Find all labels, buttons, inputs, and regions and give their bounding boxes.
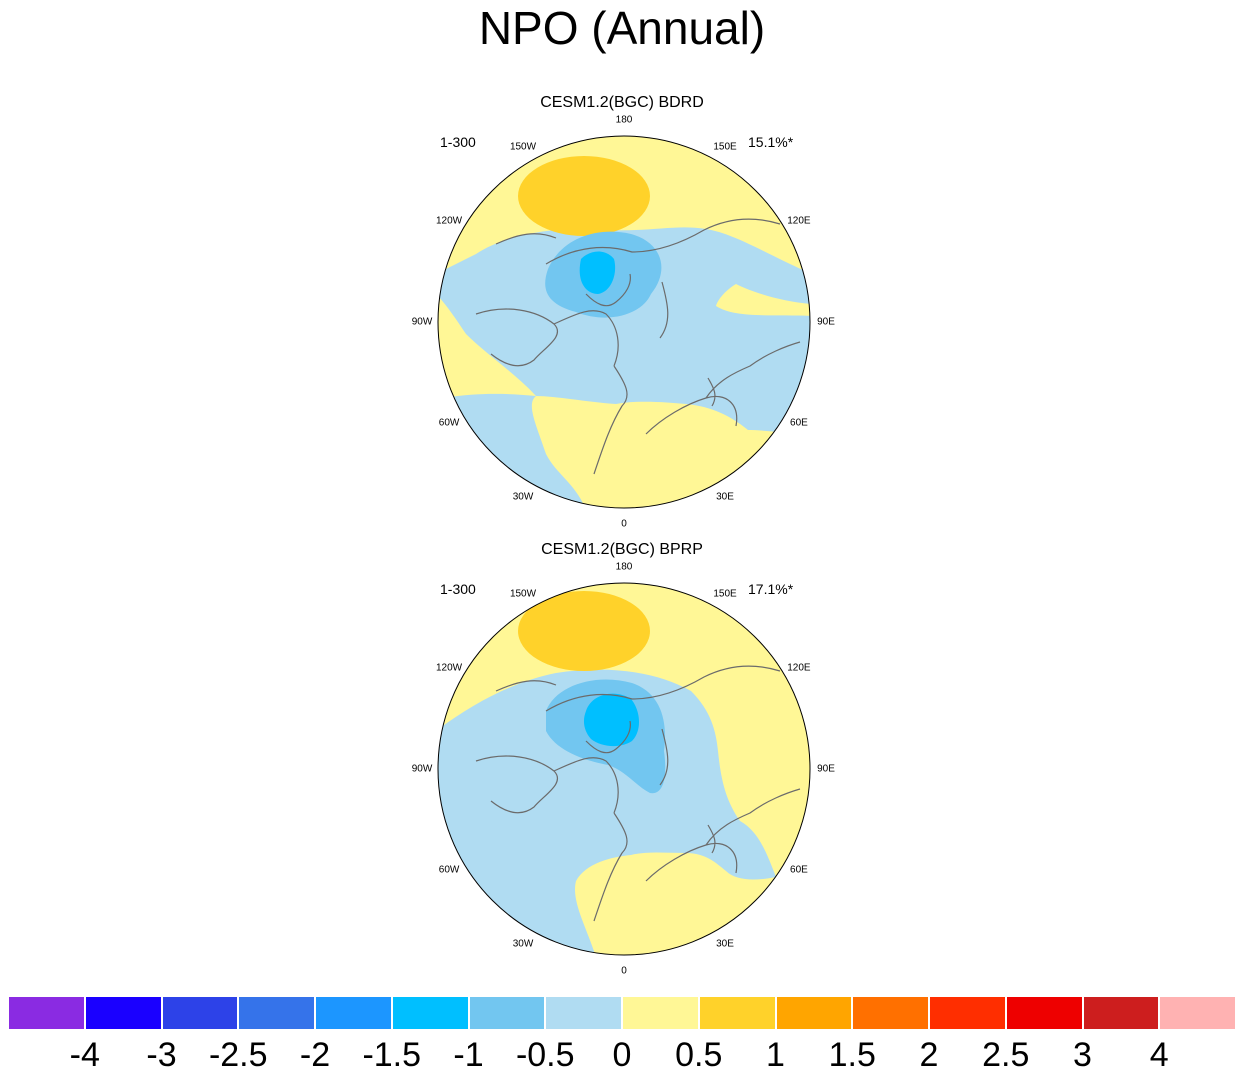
- anomaly-negative-region: [438, 669, 776, 955]
- panel-1-variance-label: 15.1%*: [748, 134, 794, 150]
- colorbar-box: [1005, 996, 1083, 1030]
- colorbar-box: [545, 996, 622, 1030]
- colorbar-label: -4: [69, 1036, 100, 1074]
- colorbar-box: [315, 996, 392, 1030]
- colorbar-box: [1159, 996, 1236, 1030]
- colorbar-box: [698, 996, 776, 1030]
- longitude-label-120w: 120W: [436, 662, 463, 674]
- colorbar-label: -2: [299, 1036, 331, 1074]
- longitude-label-0: 0: [621, 965, 627, 977]
- panel-2-polar-map: [437, 582, 811, 956]
- colorbar-label: 4: [1149, 1036, 1169, 1074]
- coastlines: [475, 218, 801, 475]
- panel-2-period-label: 1-300: [440, 581, 476, 597]
- coastlines: [475, 665, 801, 922]
- anomaly-negative-region: [438, 227, 810, 508]
- colorbar-label: 0.5: [675, 1036, 723, 1074]
- colorbar-box: [238, 996, 315, 1030]
- colorbar-label: -1.5: [362, 1036, 422, 1074]
- longitude-label-60w: 60W: [438, 864, 460, 876]
- colorbar-label: 1.5: [828, 1036, 876, 1074]
- longitude-label-120w: 120W: [436, 215, 463, 227]
- longitude-label-90e: 90E: [817, 316, 835, 328]
- colorbar-box: [468, 996, 546, 1030]
- longitude-label-90w: 90W: [411, 316, 433, 328]
- longitude-label-150e: 150E: [713, 588, 737, 600]
- anomaly-high-north-pacific: [518, 591, 650, 671]
- anomaly-low-core: [583, 693, 640, 747]
- colorbar-box: [8, 996, 85, 1030]
- map-boundary: [437, 135, 811, 509]
- longitude-label-120e: 120E: [787, 662, 811, 674]
- panel-2-variance-label: 17.1%*: [748, 581, 794, 597]
- colorbar-label: -3: [146, 1036, 177, 1074]
- colorbar-label: 2: [919, 1036, 939, 1074]
- main-title: NPO (Annual): [478, 2, 766, 54]
- colorbar-label: 0: [612, 1036, 632, 1074]
- colorbar-box: [391, 996, 469, 1030]
- panel-2-title: CESM1.2(BGC) BPRP: [541, 541, 703, 558]
- colorbar-box: [161, 996, 239, 1030]
- longitude-label-60w: 60W: [438, 417, 460, 429]
- colorbar-label: -2.5: [208, 1036, 268, 1074]
- longitude-label-150e: 150E: [713, 141, 737, 153]
- colorbar-label: 1: [766, 1036, 785, 1074]
- colorbar-box: [622, 996, 699, 1030]
- longitude-label-180: 180: [615, 114, 633, 126]
- colorbar-box: [929, 996, 1006, 1030]
- panel-1-title: CESM1.2(BGC) BDRD: [540, 94, 704, 111]
- longitude-label-30e: 30E: [716, 491, 734, 503]
- colorbar-box: [852, 996, 929, 1030]
- colorbar-label: 3: [1073, 1036, 1092, 1074]
- colorbar-label: 2.5: [982, 1036, 1030, 1074]
- longitude-label-30w: 30W: [512, 938, 534, 950]
- longitude-label-30w: 30W: [512, 491, 534, 503]
- longitude-label-150w: 150W: [509, 588, 537, 600]
- anomaly-high-north-pacific: [518, 156, 650, 236]
- colorbar-box: [84, 996, 162, 1030]
- colorbar-box: [1082, 996, 1160, 1030]
- colorbar-box: [775, 996, 853, 1030]
- longitude-label-60e: 60E: [790, 864, 808, 876]
- longitude-label-150w: 150W: [509, 141, 537, 153]
- colorbar-label: -1: [453, 1036, 484, 1074]
- longitude-label-30e: 30E: [716, 938, 734, 950]
- longitude-label-90w: 90W: [411, 763, 433, 775]
- anomaly-low-core: [579, 251, 616, 294]
- colorbar: [8, 996, 1236, 1030]
- longitude-label-180: 180: [615, 561, 633, 573]
- longitude-label-60e: 60E: [790, 417, 808, 429]
- panel-1-polar-map: [437, 135, 811, 509]
- panel-1-period-label: 1-300: [440, 134, 476, 150]
- longitude-label-120e: 120E: [787, 215, 811, 227]
- longitude-label-0: 0: [621, 518, 627, 530]
- map-boundary: [437, 582, 811, 956]
- longitude-label-90e: 90E: [817, 763, 835, 775]
- colorbar-label: -0.5: [515, 1036, 575, 1074]
